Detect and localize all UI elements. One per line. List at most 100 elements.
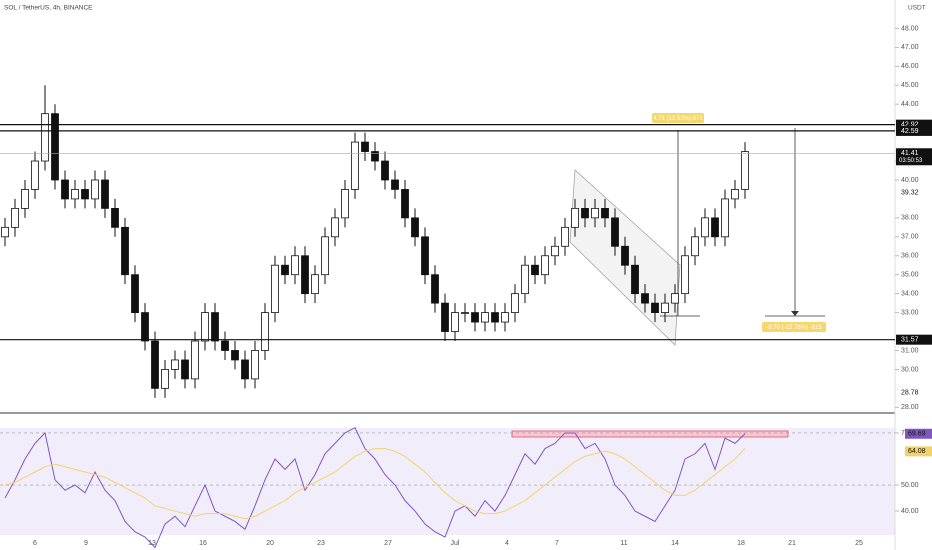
y-tick-label: 48.00 [901, 25, 919, 32]
y-tick-label: 40.00 [901, 508, 919, 515]
candle-body [181, 359, 189, 380]
candle-body [511, 293, 519, 313]
candle-body [201, 312, 209, 342]
candle-body [391, 179, 399, 190]
x-tick-label: 20 [266, 540, 274, 547]
candle-body [151, 340, 159, 389]
x-tick-label: 13 [148, 540, 156, 547]
y-tick-label: 28.00 [901, 404, 919, 411]
candle-body [591, 207, 599, 219]
candle-body [611, 217, 619, 247]
candle-body [711, 217, 719, 238]
x-tick-label: 21 [788, 540, 796, 547]
candle-body [121, 226, 129, 276]
annotation: 4.71 (12.52%) 871 [653, 116, 703, 122]
candle-body [251, 350, 259, 380]
candle-body [521, 264, 529, 295]
x-tick-label: 16 [199, 540, 207, 547]
annotation-box [652, 113, 704, 123]
candle-body [671, 293, 679, 304]
candle-body [631, 264, 639, 295]
candle-body [731, 189, 739, 200]
candle-body [501, 312, 509, 323]
candle-body [431, 274, 439, 304]
y-tick-label: 44.00 [901, 101, 919, 108]
candle-body [551, 245, 559, 257]
candle-body [241, 359, 249, 380]
candle-body [371, 151, 379, 162]
candle-body [171, 359, 179, 370]
x-tick-label: 6 [33, 540, 37, 547]
candle-body [261, 312, 269, 351]
candle-body [131, 274, 139, 313]
candle-body [451, 312, 459, 332]
y-tick-label: 31.00 [901, 347, 919, 354]
candle-body [691, 236, 699, 257]
rsi-line [4, 427, 746, 549]
candle-body [161, 369, 169, 389]
candle-body [51, 113, 59, 181]
candle-body [561, 226, 569, 247]
price-badge [896, 125, 932, 136]
price-badge-label: 42.59 [901, 128, 919, 135]
x-tick-label: 4 [505, 540, 509, 547]
candle-body [291, 255, 299, 276]
x-tick-label: 9 [84, 540, 88, 547]
rsi-background [0, 428, 895, 535]
price-badge-label: 31.57 [901, 337, 919, 344]
candle-body [471, 312, 479, 323]
x-tick-label: 27 [384, 540, 392, 547]
candle-body [11, 207, 19, 228]
x-tick-label: 25 [855, 540, 863, 547]
candle-body [661, 302, 669, 313]
candle-body [651, 302, 659, 313]
candle-body [41, 113, 49, 162]
price-badge [896, 148, 932, 166]
candle-body [411, 217, 419, 238]
candle-body [311, 274, 319, 295]
price-badge [896, 187, 932, 198]
candle-body [321, 236, 329, 276]
countdown: 03:50:53 [899, 158, 923, 164]
candle-body [741, 151, 749, 190]
value-badge [905, 428, 932, 439]
value-badge-label: 69.69 [908, 431, 926, 438]
candle-body [621, 245, 629, 266]
y-tick-label: 33.00 [901, 309, 919, 316]
candle-body [71, 189, 79, 200]
y-tick-label: 50.00 [901, 482, 919, 489]
price-label: 28.78 [901, 389, 919, 396]
candle-body [111, 207, 119, 228]
x-tick-label: 23 [317, 540, 325, 547]
candle-body [401, 189, 409, 219]
candle-body [271, 264, 279, 313]
rsi-zone [511, 430, 789, 438]
price-badge-label: 42.92 [901, 122, 919, 129]
candle-body [191, 340, 199, 380]
y-tick-label: 45.00 [901, 82, 919, 89]
candle-body [101, 179, 109, 209]
price-badge [896, 387, 932, 398]
price-badge [896, 334, 932, 345]
value-badge-label: 64.08 [908, 448, 926, 455]
candle-body [531, 264, 539, 276]
price-label: 41.41 [901, 150, 919, 157]
candle-body [481, 312, 489, 323]
y-tick-label: 34.00 [901, 290, 919, 297]
candle-body [211, 312, 219, 342]
candle-body [21, 189, 29, 209]
x-tick-label: 14 [671, 540, 679, 547]
value-badge [905, 446, 932, 457]
candle-body [141, 312, 149, 342]
x-tick-label: 11 [620, 540, 627, 547]
annotation: -9.70 (-22.78%) -815 [766, 325, 822, 331]
candle-body [421, 236, 429, 276]
y-tick-label: 36.00 [901, 253, 919, 260]
x-tick-label: Jul [451, 540, 460, 547]
candle-body [381, 160, 389, 181]
currency: USDT [908, 5, 926, 12]
candle-body [281, 264, 289, 276]
price-badge [896, 119, 932, 130]
y-tick-label: 37.00 [901, 234, 919, 241]
